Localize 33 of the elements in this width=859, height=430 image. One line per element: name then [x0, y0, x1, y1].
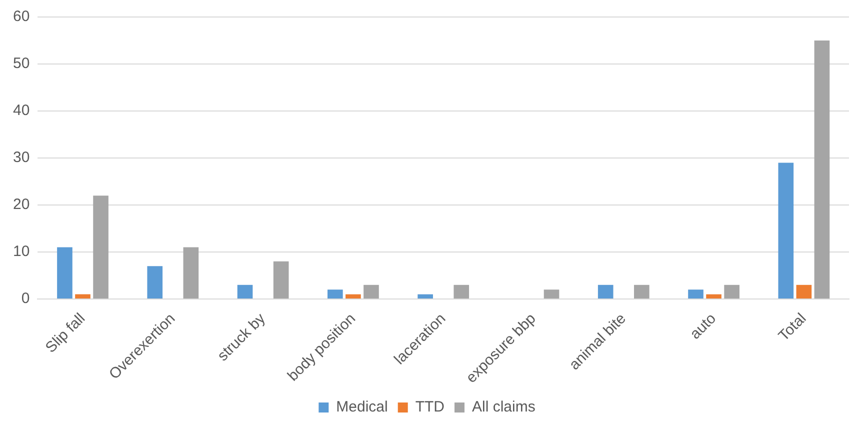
y-tick-label: 40: [12, 102, 30, 120]
bar: [183, 247, 199, 298]
bar: [75, 294, 90, 298]
y-tick-label: 20: [12, 196, 30, 214]
y-tick-label: 10: [12, 243, 30, 260]
bar: [454, 284, 470, 298]
legend-label: All claims: [472, 398, 536, 416]
legend-label: TTD: [415, 398, 445, 416]
bar: [778, 162, 794, 298]
bar: [796, 284, 812, 298]
y-tick-label: 0: [21, 290, 30, 308]
bar: [364, 284, 379, 298]
bar: [544, 290, 560, 298]
bar: [237, 284, 253, 298]
bar: [57, 247, 72, 298]
y-tick-label: 30: [12, 149, 30, 166]
x-tick-label: auto: [686, 310, 720, 343]
x-tick-label: Slip fall: [42, 310, 89, 356]
bar: [706, 294, 722, 298]
bar: [346, 294, 361, 298]
bar: [93, 196, 108, 298]
bar: [634, 284, 650, 298]
bar: [418, 294, 433, 298]
bar: [328, 290, 343, 298]
bar: [273, 261, 289, 298]
bar: [814, 40, 830, 298]
bar: [688, 290, 704, 298]
bar: [724, 284, 740, 298]
y-tick-label: 50: [12, 55, 30, 72]
bar: [147, 266, 163, 298]
legend-label: Medical: [336, 398, 388, 416]
y-tick-label: 60: [12, 8, 30, 26]
bar: [598, 284, 614, 298]
